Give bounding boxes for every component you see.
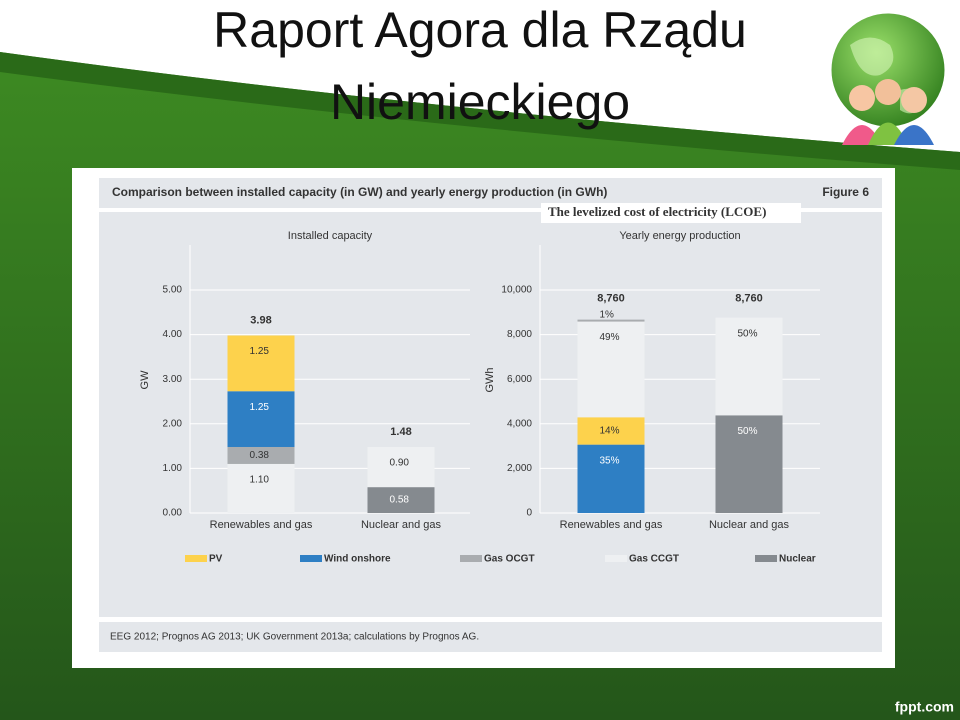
data-label: 0.58	[390, 495, 410, 506]
total-label: 8,760	[597, 293, 625, 305]
chart-subtitle: Yearly energy production	[619, 230, 740, 242]
overlay-box	[541, 203, 801, 223]
y-tick-label: 1.00	[163, 463, 183, 474]
y-tick-label: 2,000	[507, 463, 532, 474]
data-label: 0.90	[390, 458, 410, 469]
data-label: 35%	[600, 455, 620, 466]
x-tick-label: Nuclear and gas	[709, 519, 790, 531]
figure-source: EEG 2012; Prognos AG 2013; UK Government…	[110, 632, 479, 643]
y-tick-label: 10,000	[501, 285, 532, 296]
bar-segment	[715, 415, 783, 513]
y-axis-label: GW	[139, 370, 151, 390]
y-tick-label: 5.00	[163, 285, 183, 296]
legend-label: Nuclear	[779, 554, 816, 565]
bar-segment	[367, 446, 435, 488]
legend-label: Wind onshore	[324, 554, 391, 565]
bar-segment	[227, 391, 295, 447]
y-tick-label: 2.00	[163, 418, 183, 429]
globe-icon	[828, 10, 948, 145]
bar-segment	[227, 446, 295, 464]
figure-source-bar	[99, 622, 882, 652]
y-axis-label: GWh	[484, 367, 496, 392]
figure-title: Comparison between installed capacity (i…	[112, 185, 607, 199]
bar-segment	[367, 487, 435, 513]
slide-title: Raport Agora dla Rządu Niemieckiego	[213, 2, 747, 130]
data-label: 50%	[738, 328, 758, 339]
y-tick-label: 4,000	[507, 418, 532, 429]
bar-segment	[577, 321, 645, 418]
legend-swatch	[300, 555, 322, 562]
legend-swatch	[185, 555, 207, 562]
footer: fppt.com	[895, 699, 954, 715]
figure-label: Figure 6	[822, 185, 869, 199]
total-label: 8,760	[735, 293, 763, 305]
x-tick-label: Renewables and gas	[210, 519, 313, 531]
bar-segment	[577, 417, 645, 445]
data-label: 1.25	[250, 402, 270, 413]
y-tick-label: 6,000	[507, 374, 532, 385]
data-label: 0.38	[250, 450, 270, 461]
data-label: 50%	[738, 426, 758, 437]
y-tick-label: 0	[526, 508, 532, 519]
bar-segment	[715, 317, 783, 416]
total-label: 3.98	[250, 314, 271, 326]
x-tick-label: Nuclear and gas	[361, 519, 442, 531]
legend-swatch	[605, 555, 627, 562]
bar-segment	[577, 444, 645, 513]
chart-subtitle: Installed capacity	[288, 230, 373, 242]
legend-label: Gas OCGT	[484, 554, 535, 565]
y-tick-label: 8,000	[507, 329, 532, 340]
legend-swatch	[460, 555, 482, 562]
background-band	[0, 52, 960, 170]
data-label: 14%	[600, 426, 620, 437]
legend-swatch	[755, 555, 777, 562]
legend-label: PV	[209, 554, 223, 565]
total-label: 1.48	[390, 426, 411, 438]
data-label: 1.10	[250, 475, 270, 486]
overlay-text: The levelized cost of electricity (LCOE)	[548, 204, 766, 219]
bar-segment	[227, 335, 295, 392]
x-tick-label: Renewables and gas	[560, 519, 663, 531]
bar-segment	[577, 319, 645, 322]
data-label: 1.25	[250, 346, 270, 357]
y-tick-label: 4.00	[163, 329, 183, 340]
data-label: 1%	[600, 309, 615, 320]
bar-segment	[227, 463, 295, 513]
legend-label: Gas CCGT	[629, 554, 679, 565]
data-label: 49%	[600, 332, 620, 343]
y-tick-label: 0.00	[163, 508, 183, 519]
y-tick-label: 3.00	[163, 374, 183, 385]
